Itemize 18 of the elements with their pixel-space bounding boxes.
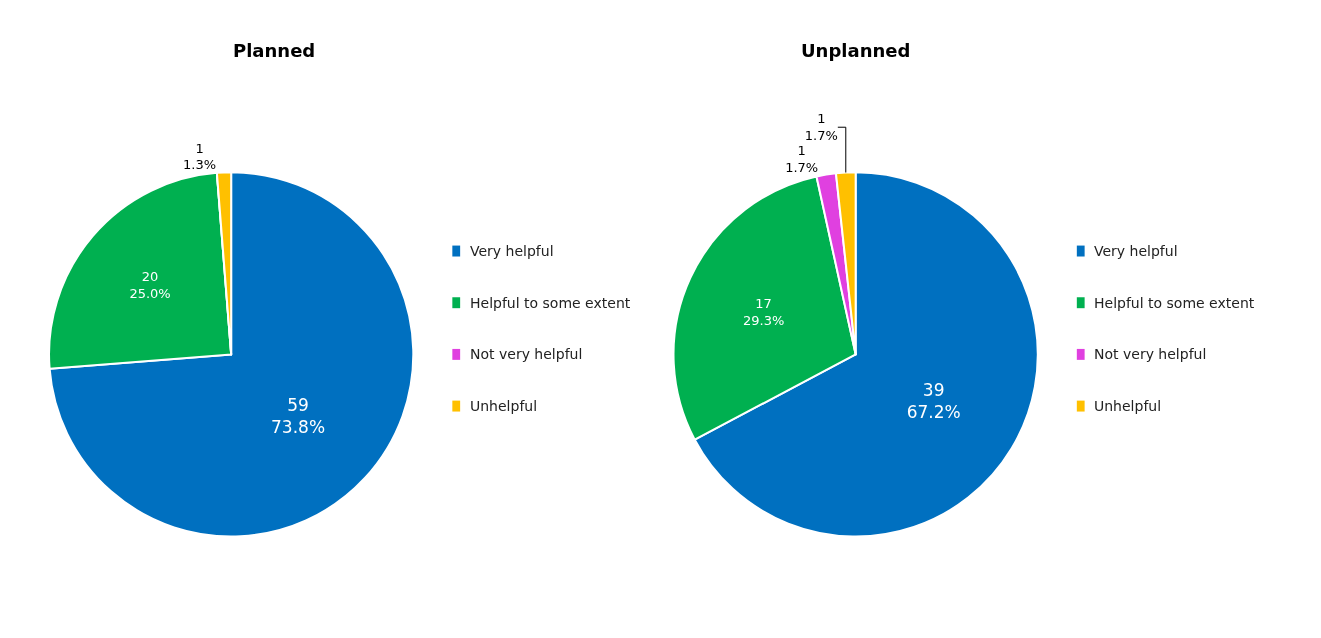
legend-label: Very helpful (470, 243, 554, 259)
data-label: 1 1.7% (804, 111, 838, 144)
data-label: 59 73.8% (271, 395, 326, 438)
legend-label: Not very helpful (470, 346, 583, 362)
pie-slice (48, 171, 415, 538)
data-label: 20 25.0% (129, 269, 171, 302)
legend-label: Not very helpful (1094, 346, 1207, 362)
chart-title: Planned (233, 40, 316, 61)
legend-label: Unhelpful (470, 398, 538, 414)
data-label: 1 1.7% (785, 143, 819, 176)
legend-label: Very helpful (1094, 243, 1178, 259)
data-label: 39 67.2% (906, 380, 961, 423)
legend-label: Helpful to some extent (1094, 295, 1255, 311)
data-label: 1 1.3% (183, 140, 217, 173)
chart-title: Unplanned (801, 40, 911, 61)
legend-label: Unhelpful (1094, 398, 1162, 414)
data-label: 17 29.3% (742, 295, 785, 328)
legend-label: Helpful to some extent (470, 295, 631, 311)
